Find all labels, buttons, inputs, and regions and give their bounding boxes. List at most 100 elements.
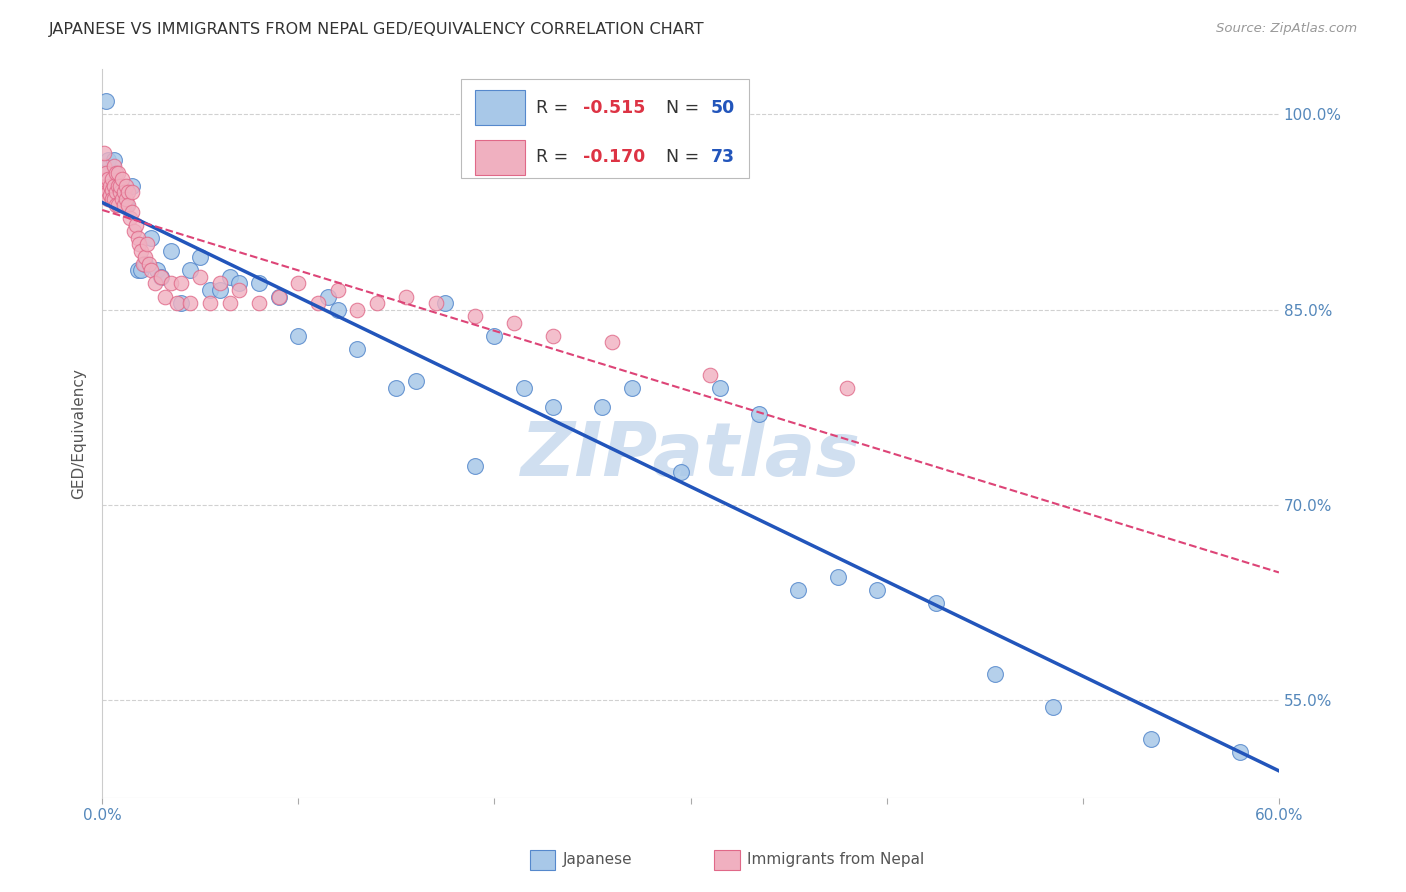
Bar bbox=[530, 850, 555, 870]
Point bbox=[94, 178, 117, 193]
Text: Source: ZipAtlas.com: Source: ZipAtlas.com bbox=[1216, 22, 1357, 36]
Point bbox=[267, 289, 290, 303]
Point bbox=[866, 582, 889, 597]
Point bbox=[127, 263, 149, 277]
Point bbox=[107, 178, 129, 193]
Point bbox=[94, 94, 117, 108]
Point bbox=[316, 289, 339, 303]
Point bbox=[748, 407, 770, 421]
Point bbox=[464, 309, 486, 323]
Point bbox=[160, 277, 183, 291]
Point bbox=[101, 166, 124, 180]
Point bbox=[98, 166, 121, 180]
Point bbox=[464, 458, 486, 473]
Point bbox=[699, 368, 721, 382]
Point bbox=[503, 316, 526, 330]
Point bbox=[143, 277, 166, 291]
Point bbox=[108, 178, 131, 193]
Point bbox=[107, 166, 129, 180]
Point bbox=[124, 218, 146, 232]
Point bbox=[1042, 699, 1064, 714]
Point bbox=[141, 231, 163, 245]
Point bbox=[166, 296, 188, 310]
Point bbox=[101, 172, 124, 186]
Point bbox=[93, 159, 115, 173]
Point bbox=[434, 296, 457, 310]
Point bbox=[513, 381, 536, 395]
Point bbox=[160, 244, 183, 258]
Point bbox=[179, 263, 201, 277]
Point bbox=[543, 328, 565, 343]
Point bbox=[121, 186, 143, 200]
Point bbox=[267, 289, 290, 303]
Point bbox=[134, 251, 156, 265]
Point bbox=[114, 178, 136, 193]
Point bbox=[326, 302, 349, 317]
Point bbox=[150, 269, 173, 284]
Point bbox=[208, 277, 231, 291]
Point bbox=[1229, 746, 1251, 760]
Point bbox=[131, 263, 153, 277]
Text: N =: N = bbox=[666, 99, 704, 117]
Point bbox=[132, 257, 155, 271]
Point bbox=[104, 186, 127, 200]
Point bbox=[101, 183, 124, 197]
Point bbox=[228, 283, 250, 297]
Point bbox=[136, 237, 159, 252]
Point bbox=[141, 263, 163, 277]
Point bbox=[228, 277, 250, 291]
Point bbox=[97, 172, 120, 186]
Point bbox=[107, 198, 129, 212]
Point bbox=[114, 198, 136, 212]
Point bbox=[153, 289, 176, 303]
Point bbox=[287, 277, 309, 291]
Point bbox=[827, 569, 849, 583]
Point bbox=[114, 192, 136, 206]
Point bbox=[925, 596, 948, 610]
Point bbox=[117, 198, 139, 212]
Point bbox=[208, 283, 231, 297]
Point bbox=[179, 296, 201, 310]
Point bbox=[103, 153, 125, 167]
Point bbox=[93, 146, 115, 161]
Point bbox=[94, 166, 117, 180]
Point bbox=[218, 296, 240, 310]
Point bbox=[1140, 732, 1163, 747]
Point bbox=[103, 178, 125, 193]
Point bbox=[98, 178, 121, 193]
Text: 50: 50 bbox=[710, 99, 735, 117]
Point bbox=[94, 186, 117, 200]
Point bbox=[591, 401, 613, 415]
Point bbox=[198, 283, 221, 297]
Point bbox=[307, 296, 329, 310]
Point bbox=[112, 186, 135, 200]
Point bbox=[188, 251, 211, 265]
Point bbox=[287, 328, 309, 343]
Text: N =: N = bbox=[666, 148, 704, 166]
Point bbox=[188, 269, 211, 284]
Point bbox=[104, 198, 127, 212]
Point bbox=[122, 224, 145, 238]
Point bbox=[983, 667, 1005, 681]
Text: R =: R = bbox=[537, 148, 574, 166]
Text: -0.515: -0.515 bbox=[583, 99, 645, 117]
FancyBboxPatch shape bbox=[475, 140, 524, 175]
Point bbox=[150, 269, 173, 284]
Point bbox=[121, 204, 143, 219]
Point bbox=[669, 466, 692, 480]
Point bbox=[395, 289, 418, 303]
Point bbox=[218, 269, 240, 284]
Point bbox=[134, 257, 156, 271]
Point bbox=[93, 172, 115, 186]
Point bbox=[118, 211, 141, 226]
Point bbox=[346, 342, 368, 356]
Point bbox=[837, 381, 859, 395]
Point bbox=[97, 153, 120, 167]
Point bbox=[169, 296, 191, 310]
Point bbox=[425, 296, 447, 310]
Point bbox=[247, 296, 270, 310]
Text: Japanese: Japanese bbox=[562, 853, 633, 867]
Point bbox=[366, 296, 388, 310]
Point bbox=[98, 187, 121, 202]
Point bbox=[103, 192, 125, 206]
